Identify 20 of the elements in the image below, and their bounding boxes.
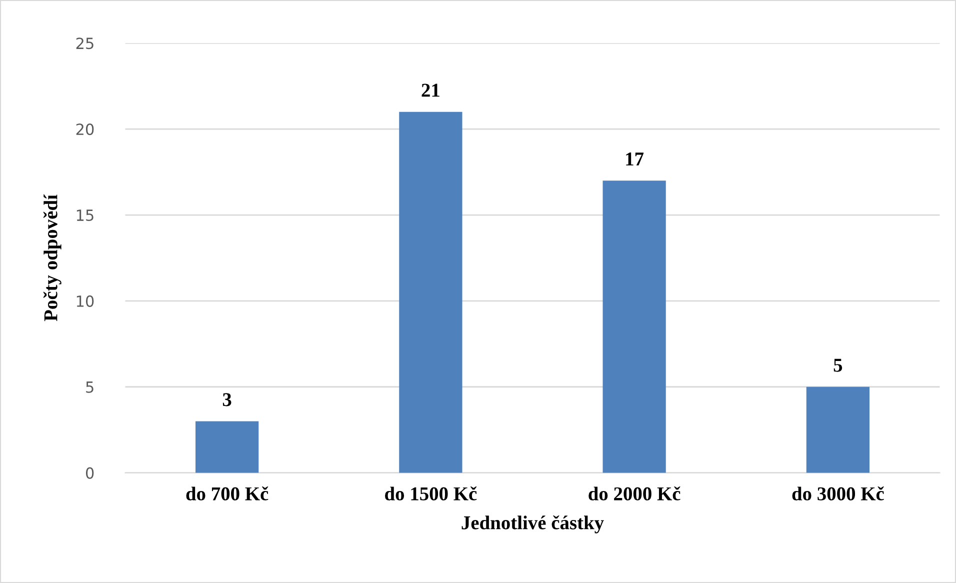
- x-axis-title: Jednotlivé částky: [462, 515, 604, 534]
- bar: [806, 386, 870, 473]
- bar: [399, 112, 462, 473]
- y-tick-label: 10: [76, 295, 94, 307]
- data-label: 5: [834, 358, 842, 372]
- y-axis-title: Počty odpovědí: [43, 194, 62, 322]
- y-tick-label: 0: [86, 467, 94, 479]
- bar: [602, 180, 666, 473]
- y-tick-label: 25: [76, 38, 94, 50]
- data-label: 21: [422, 84, 440, 97]
- x-tick-label: do 1500 Kč: [385, 486, 477, 500]
- x-tick-label: do 3000 Kč: [792, 486, 884, 500]
- data-label: 17: [626, 152, 644, 166]
- data-label: 3: [222, 393, 232, 406]
- x-tick-label: do 700 Kč: [186, 486, 268, 500]
- y-tick-label: 15: [76, 210, 94, 222]
- bar: [195, 421, 259, 473]
- y-tick-label: 20: [76, 124, 94, 136]
- x-tick-label: do 2000 Kč: [588, 486, 680, 500]
- y-tick-label: 5: [86, 382, 94, 393]
